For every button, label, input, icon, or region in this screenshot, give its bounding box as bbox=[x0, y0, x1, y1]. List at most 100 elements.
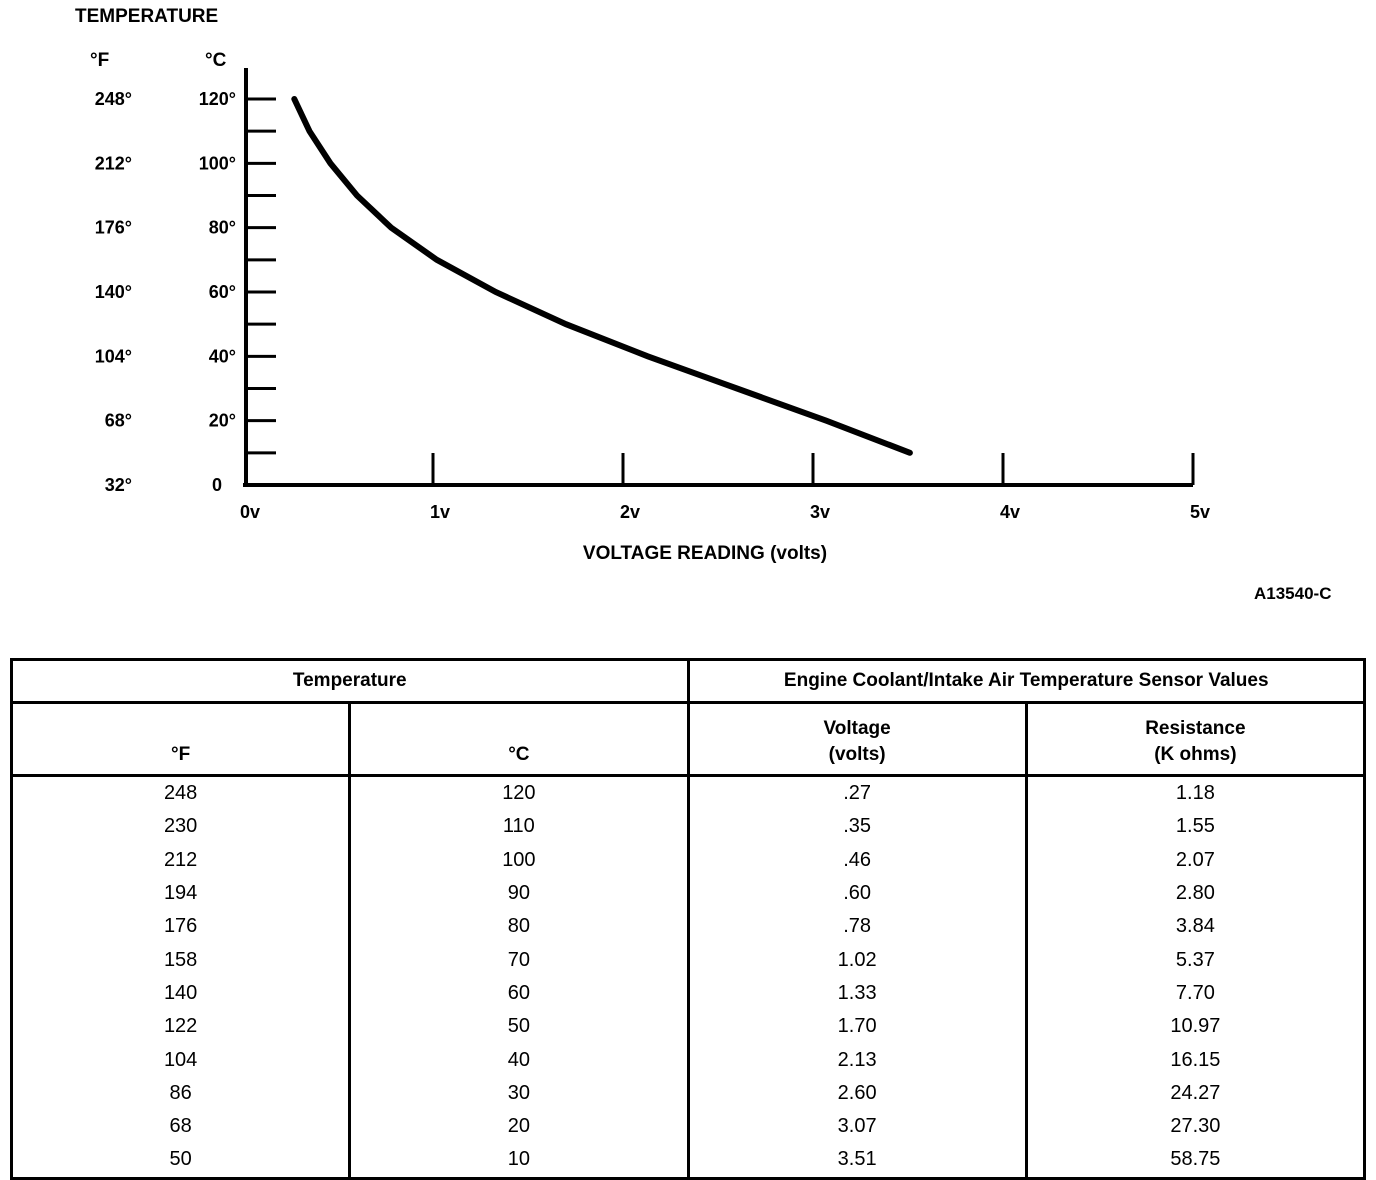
table-row: 122 50 1.70 10.97 bbox=[11, 1010, 1365, 1044]
table-cell: 40 bbox=[349, 1043, 690, 1077]
table-cell: 20 bbox=[349, 1109, 690, 1144]
group-header-temperature: Temperature bbox=[11, 659, 690, 704]
x-tick-label: 5v bbox=[1190, 502, 1210, 522]
table-cell: 80 bbox=[349, 910, 690, 944]
y-tick-label-c: 40° bbox=[209, 346, 236, 366]
x-tick-label: 3v bbox=[810, 502, 830, 522]
y-tick-label-f: 104° bbox=[95, 346, 132, 366]
table-cell: .35 bbox=[688, 810, 1028, 844]
x-tick-label: 1v bbox=[430, 502, 450, 522]
x-axis-label: VOLTAGE READING (volts) bbox=[583, 543, 827, 564]
table-cell: 27.30 bbox=[1170, 1115, 1221, 1138]
table-cell: 16.15 bbox=[1170, 1048, 1221, 1071]
col-header-f: °F bbox=[11, 702, 352, 777]
table-cell: 50 bbox=[11, 1143, 352, 1179]
table-cell: 2.13 bbox=[688, 1043, 1028, 1077]
table-body: 248 120.27 1.18 230 110.35 1.55 212 100.46 2.07 1… bbox=[11, 775, 1365, 1179]
table-cell: .78 bbox=[688, 910, 1028, 944]
table-cell: 100 bbox=[349, 843, 690, 877]
table-cell: .46 bbox=[688, 843, 1028, 877]
table-cell: .27 bbox=[688, 775, 1028, 811]
y-tick-label-c: 20° bbox=[209, 411, 236, 431]
y-tick-label-f: 32° bbox=[105, 475, 132, 495]
table-cell: 104 bbox=[11, 1043, 352, 1077]
y-tick-label-f: 68° bbox=[105, 411, 132, 431]
table-row: 158 70 1.02 5.37 bbox=[11, 943, 1365, 977]
y-tick-label-f: 248° bbox=[95, 89, 132, 109]
table-cell: 68 bbox=[11, 1109, 352, 1144]
table-cell: 70 bbox=[349, 943, 690, 977]
table-cell: 110 bbox=[349, 810, 690, 844]
table-cell: 2.07 bbox=[1175, 848, 1215, 871]
table-cell: 212 bbox=[11, 843, 352, 877]
table-cell: 10.97 bbox=[1170, 1015, 1221, 1038]
table-cell: 2.60 bbox=[688, 1076, 1028, 1110]
table-cell: 140 bbox=[11, 976, 352, 1011]
table-cell: 1.18 bbox=[1175, 782, 1215, 805]
col-header-resistance: Resistance (K ohms) bbox=[1026, 702, 1365, 777]
table-cell: 248 bbox=[11, 775, 352, 811]
y-unit-c: °C bbox=[205, 50, 227, 71]
y-tick-label-c: 0 bbox=[212, 475, 222, 495]
table-cell: 230 bbox=[11, 810, 352, 844]
y-tick-label-f: 212° bbox=[95, 153, 132, 173]
table-cell: 122 bbox=[11, 1010, 352, 1044]
y-tick-label-c: 120° bbox=[199, 89, 236, 109]
table-cell: 7.70 bbox=[1175, 981, 1215, 1004]
sensor-values-table: Temperature Engine Coolant/Intake Air Te… bbox=[10, 658, 1366, 1180]
table-cell: 5.37 bbox=[1175, 948, 1215, 971]
table-row: 248 120.27 1.18 bbox=[11, 775, 1365, 811]
chart-title: TEMPERATURE bbox=[75, 6, 218, 27]
table-cell: 10 bbox=[349, 1143, 690, 1179]
resistance-unit: (K ohms) bbox=[1154, 744, 1237, 765]
table-cell: 1.70 bbox=[688, 1010, 1028, 1044]
x-tick-label: 2v bbox=[620, 502, 640, 522]
table-cell: 50 bbox=[349, 1010, 690, 1044]
axes bbox=[243, 68, 1193, 487]
table-cell: 120 bbox=[349, 775, 690, 811]
table-cell: 30 bbox=[349, 1076, 690, 1110]
table-cell: 60 bbox=[349, 976, 690, 1011]
ticks: 0v 1v 2v 3v 4v 5v 0 32° 20° 68° 40° 104° 60° 140° 80° 1… bbox=[95, 89, 1210, 522]
table-row: 176 80.78 3.84 bbox=[11, 910, 1365, 944]
table-cell: 90 bbox=[349, 876, 690, 911]
table-cell: 58.75 bbox=[1170, 1148, 1221, 1171]
table-row: 104 40 2.13 16.15 bbox=[11, 1043, 1365, 1077]
series-line bbox=[291, 96, 913, 456]
figure-id: A13540-C bbox=[1254, 584, 1332, 603]
group-header-sensor-values: Engine Coolant/Intake Air Temperature Se… bbox=[688, 659, 1365, 704]
y-tick-label-c: 80° bbox=[209, 218, 236, 238]
table-row: 68 20 3.07 27.30 bbox=[11, 1109, 1365, 1144]
col-header-voltage: Voltage (volts) bbox=[688, 702, 1028, 777]
table-cell: .60 bbox=[688, 876, 1028, 911]
table-row: 50 10 3.51 58.75 bbox=[11, 1143, 1365, 1179]
table-row: 86 30 2.60 24.27 bbox=[11, 1076, 1365, 1110]
x-tick-label: 4v bbox=[1000, 502, 1020, 522]
table-cell: 1.33 bbox=[688, 976, 1028, 1011]
table-cell: 1.55 bbox=[1175, 815, 1215, 838]
y-unit-f: °F bbox=[90, 50, 109, 71]
voltage-unit: (volts) bbox=[828, 744, 886, 765]
table-cell: 194 bbox=[11, 876, 352, 911]
table-row: 212 100.46 2.07 bbox=[11, 843, 1365, 877]
table-cell: 3.51 bbox=[688, 1143, 1028, 1179]
table-cell: 24.27 bbox=[1170, 1081, 1221, 1104]
table-cell: 176 bbox=[11, 910, 352, 944]
resistance-label: Resistance bbox=[1145, 718, 1246, 739]
x-tick-label: 0v bbox=[240, 502, 260, 522]
table-cell: 1.02 bbox=[688, 943, 1028, 977]
table-cell: 2.80 bbox=[1175, 882, 1215, 905]
col-header-c: °C bbox=[349, 702, 690, 777]
temperature-voltage-chart: TEMPERATURE °F °C 0v 1v 2v 3v 4v 5v 0 32° 20° 68°… bbox=[75, 6, 1210, 564]
table-cell: 3.84 bbox=[1175, 915, 1215, 938]
y-tick-label-f: 140° bbox=[95, 282, 132, 302]
table-row: 140 60 1.33 7.70 bbox=[11, 976, 1365, 1011]
y-tick-label-c: 60° bbox=[209, 282, 236, 302]
voltage-label: Voltage bbox=[823, 718, 891, 739]
y-tick-label-c: 100° bbox=[199, 153, 236, 173]
table-cell: 3.07 bbox=[688, 1109, 1028, 1144]
table-row: 230 110.35 1.55 bbox=[11, 810, 1365, 844]
y-tick-label-f: 176° bbox=[95, 218, 132, 238]
table-row: 194 90.60 2.80 bbox=[11, 876, 1365, 911]
table-cell: 158 bbox=[11, 943, 352, 977]
